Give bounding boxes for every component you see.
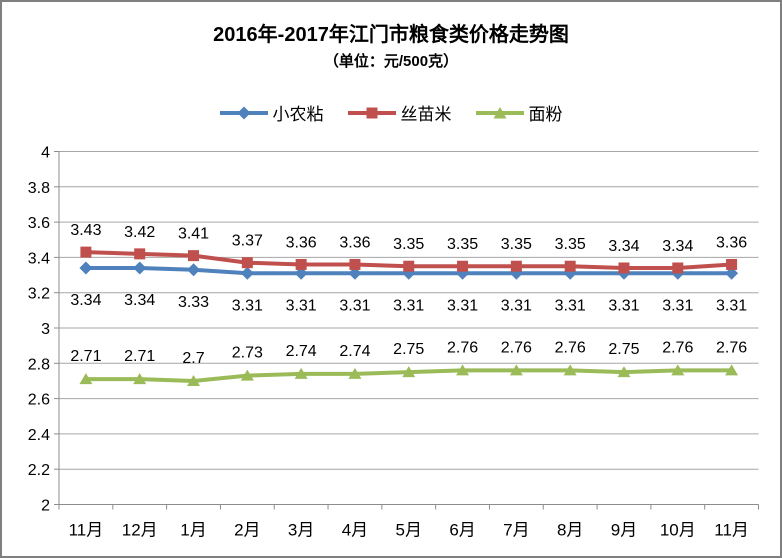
svg-text:3月: 3月 [288,521,314,540]
svg-text:3.31: 3.31 [555,297,586,314]
svg-text:2.71: 2.71 [124,348,155,365]
chart-title: 2016年-2017年江门市粮食类价格走势图 [213,24,569,46]
svg-text:3.42: 3.42 [124,224,155,241]
legend-item-mianfen: 面粉 [475,100,563,125]
svg-text:3.35: 3.35 [501,236,532,253]
svg-text:3.31: 3.31 [447,297,478,314]
svg-text:2.76: 2.76 [716,339,747,356]
legend-item-xiaonongzhan: 小农粘 [219,100,324,125]
svg-text:3.2: 3.2 [28,286,50,303]
legend-item-simiaomi: 丝苗米 [347,100,452,125]
svg-text:2.8: 2.8 [28,356,50,373]
svg-text:3.31: 3.31 [608,297,639,314]
svg-text:5月: 5月 [396,521,422,540]
svg-text:3.31: 3.31 [339,297,370,314]
diamond-marker-icon [219,106,268,119]
svg-text:2.76: 2.76 [447,339,478,356]
svg-text:6月: 6月 [449,521,475,540]
svg-text:3.31: 3.31 [662,297,693,314]
svg-text:2.71: 2.71 [70,348,101,365]
svg-text:2.74: 2.74 [286,343,317,360]
svg-text:12月: 12月 [122,521,158,540]
svg-text:3.35: 3.35 [555,236,586,253]
svg-text:3: 3 [41,321,50,338]
svg-text:3.41: 3.41 [178,226,209,243]
svg-text:2.75: 2.75 [393,341,424,358]
svg-text:2.6: 2.6 [28,392,50,409]
legend-label: 丝苗米 [400,105,452,124]
legend-label: 面粉 [528,105,563,124]
svg-text:7月: 7月 [503,521,529,540]
svg-text:2.7: 2.7 [182,350,204,367]
svg-text:2.76: 2.76 [662,339,693,356]
chart-legend: 小农粘 丝苗米 面粉 [2,100,780,125]
svg-text:4: 4 [41,145,50,162]
legend-label: 小农粘 [272,105,324,124]
svg-text:3.31: 3.31 [716,297,747,314]
svg-text:3.36: 3.36 [339,234,370,251]
triangle-marker-icon [475,106,524,118]
svg-text:3.31: 3.31 [501,297,532,314]
svg-text:4月: 4月 [342,521,368,540]
svg-text:3.31: 3.31 [286,297,317,314]
svg-text:3.37: 3.37 [232,233,263,250]
svg-text:2.4: 2.4 [28,427,50,444]
svg-text:3.35: 3.35 [447,236,478,253]
svg-text:3.36: 3.36 [716,234,747,251]
svg-text:11月: 11月 [69,521,104,540]
svg-text:8月: 8月 [557,521,583,540]
svg-text:10月: 10月 [660,521,696,540]
svg-text:3.31: 3.31 [393,297,424,314]
svg-text:3.34: 3.34 [608,238,639,255]
svg-text:2.73: 2.73 [232,345,263,362]
svg-text:3.36: 3.36 [286,234,317,251]
svg-text:9月: 9月 [611,521,637,540]
svg-text:3.43: 3.43 [70,222,101,239]
svg-text:3.33: 3.33 [178,294,209,311]
svg-text:1月: 1月 [180,521,206,540]
svg-text:2.75: 2.75 [608,341,639,358]
svg-text:2: 2 [41,498,50,515]
chart-subtitle: （单位：元/500克） [323,53,459,70]
svg-text:3.34: 3.34 [70,292,101,309]
square-marker-icon [347,107,396,118]
svg-text:3.31: 3.31 [232,297,263,314]
svg-text:2.2: 2.2 [28,462,50,479]
svg-text:2.76: 2.76 [501,339,532,356]
svg-text:3.4: 3.4 [28,250,50,267]
svg-text:3.8: 3.8 [28,180,50,197]
svg-text:2.76: 2.76 [555,339,586,356]
svg-text:2.74: 2.74 [339,343,370,360]
svg-text:3.6: 3.6 [28,215,50,232]
svg-text:3.34: 3.34 [662,238,693,255]
svg-text:11月: 11月 [714,521,749,540]
svg-text:2月: 2月 [234,521,260,540]
svg-text:3.35: 3.35 [393,236,424,253]
svg-text:3.34: 3.34 [124,292,155,309]
